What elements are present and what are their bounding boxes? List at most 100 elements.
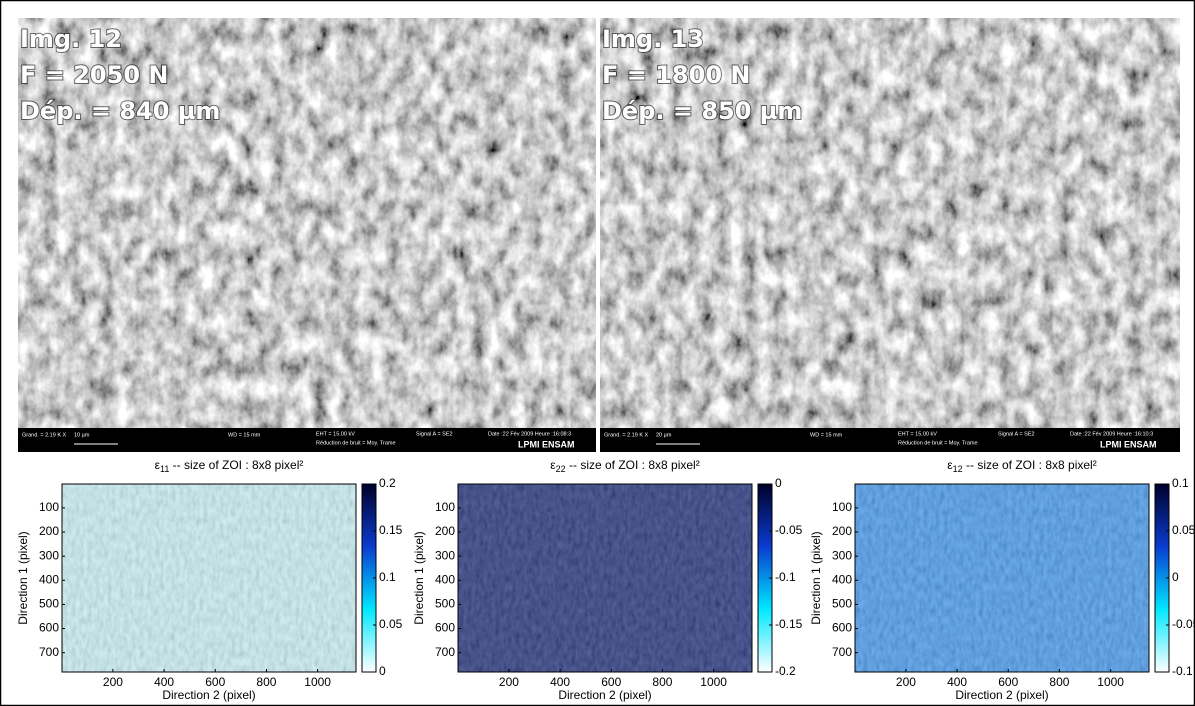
x-tick-label: 200 xyxy=(499,675,519,689)
x-tick-label: 200 xyxy=(103,675,123,689)
x-tick-label: 800 xyxy=(652,675,672,689)
title-subscript: 22 xyxy=(556,464,566,474)
y-tick-label: 100 xyxy=(435,500,455,514)
axes-box xyxy=(457,483,753,673)
y-tick-label: 200 xyxy=(39,524,59,538)
x-tick-label: 200 xyxy=(896,675,916,689)
image-label: Img. 13 xyxy=(602,25,704,53)
footer-signal: Signal A = SE2 xyxy=(416,431,453,437)
y-axis-label: Direction 1 (pixel) xyxy=(412,531,426,624)
x-axis-label: Direction 2 (pixel) xyxy=(558,688,651,702)
colorbar-tick-label: 0 xyxy=(1172,570,1179,584)
axes-box xyxy=(854,483,1150,673)
x-tick-label: 400 xyxy=(550,675,570,689)
footer-noise: Réduction de bruit = Moy. Trame xyxy=(898,440,978,446)
footer-lab: LPMI ENSAM xyxy=(1100,439,1157,449)
y-axis-label: Direction 1 (pixel) xyxy=(809,531,823,624)
map-title: ε22 -- size of ZOI : 8x8 pixel² xyxy=(550,458,699,474)
y-tick-label: 200 xyxy=(435,524,455,538)
x-tick-label: 600 xyxy=(205,675,225,689)
x-tick-label: 1000 xyxy=(1097,675,1124,689)
footer-mag: Grand. = 2.19 K X xyxy=(604,432,649,438)
y-tick-label: 300 xyxy=(435,548,455,562)
x-tick-label: 1000 xyxy=(304,675,331,689)
y-tick-label: 300 xyxy=(832,548,852,562)
y-tick-label: 200 xyxy=(832,524,852,538)
colorbar-tick-label: 0.1 xyxy=(379,570,396,584)
x-tick-label: 600 xyxy=(998,675,1018,689)
colorbar-tick-label: 0.05 xyxy=(1172,523,1195,537)
footer-scale: 20 µm xyxy=(656,432,672,438)
image-force: F = 2050 N xyxy=(20,61,168,89)
x-axis-label: Direction 2 (pixel) xyxy=(162,688,255,702)
x-tick-label: 800 xyxy=(256,675,276,689)
title-symbol: ε xyxy=(947,458,953,472)
heatmap-texture xyxy=(855,484,1149,672)
map-title: ε11 -- size of ZOI : 8x8 pixel² xyxy=(155,458,304,474)
x-axis-label: Direction 2 (pixel) xyxy=(955,688,1048,702)
colorbar-tick-label: 0 xyxy=(379,664,386,678)
image-displacement: Dép. = 840 µm xyxy=(20,97,220,125)
footer-signal: Signal A = SE2 xyxy=(998,431,1035,437)
y-tick-label: 600 xyxy=(832,621,852,635)
colorbar-tick-label: -0.05 xyxy=(1172,617,1195,631)
colorbar-tick-label: 0.2 xyxy=(379,476,396,490)
heatmap-texture xyxy=(62,484,356,672)
footer-eht: EHT = 15.00 kV xyxy=(898,431,937,437)
colorbar-tick-label: -0.05 xyxy=(775,523,803,537)
colorbar-tick-label: 0 xyxy=(775,476,782,490)
title-text: -- size of ZOI : 8x8 pixel² xyxy=(566,458,700,472)
y-tick-label: 300 xyxy=(39,548,59,562)
y-tick-label: 400 xyxy=(39,572,59,586)
y-tick-label: 700 xyxy=(39,645,59,659)
y-tick-label: 100 xyxy=(832,500,852,514)
footer-date: Date :22 Fév 2009 Heure :16:10:3 xyxy=(1070,431,1153,437)
title-subscript: 12 xyxy=(953,464,963,474)
x-tick-label: 400 xyxy=(154,675,174,689)
colorbar-tick-label: -0.1 xyxy=(775,570,796,584)
y-axis-label: Direction 1 (pixel) xyxy=(16,531,30,624)
y-tick-label: 500 xyxy=(832,597,852,611)
y-tick-label: 100 xyxy=(39,500,59,514)
footer-date: Date :22 Fév 2009 Heure :16:08:3 xyxy=(488,431,571,437)
y-tick-label: 600 xyxy=(435,621,455,635)
sem-footer xyxy=(18,428,596,452)
colorbar-tick-label: 0.05 xyxy=(379,617,403,631)
sem-texture xyxy=(18,18,596,428)
y-tick-label: 400 xyxy=(435,572,455,586)
x-tick-label: 800 xyxy=(1049,675,1069,689)
x-tick-label: 600 xyxy=(601,675,621,689)
image-force: F = 1800 N xyxy=(602,61,750,89)
sem-texture xyxy=(600,18,1180,428)
heatmap-texture xyxy=(458,484,752,672)
x-tick-label: 400 xyxy=(947,675,967,689)
colorbar-tick-label: -0.1 xyxy=(1172,664,1193,678)
colorbar-tick-label: 0.1 xyxy=(1172,476,1189,490)
image-displacement: Dép. = 850 µm xyxy=(602,97,802,125)
title-symbol: ε xyxy=(550,458,556,472)
y-tick-label: 700 xyxy=(832,645,852,659)
colorbar-tick-label: -0.15 xyxy=(775,617,803,631)
y-tick-label: 500 xyxy=(39,597,59,611)
sem-footer xyxy=(600,428,1180,452)
axes-box xyxy=(61,483,357,673)
image-label: Img. 12 xyxy=(20,25,122,53)
title-subscript: 11 xyxy=(160,464,169,474)
colorbar-tick-label: 0.15 xyxy=(379,523,403,537)
map-title: ε12 -- size of ZOI : 8x8 pixel² xyxy=(947,458,1096,474)
y-tick-label: 400 xyxy=(832,572,852,586)
footer-mag: Grand. = 2.19 K X xyxy=(22,432,67,438)
footer-wd: WD = 15 mm xyxy=(228,432,261,438)
y-tick-label: 500 xyxy=(435,597,455,611)
footer-noise: Réduction de bruit = Moy. Trame xyxy=(316,440,396,446)
footer-eht: EHT = 15.00 kV xyxy=(316,431,355,437)
title-text: -- size of ZOI : 8x8 pixel² xyxy=(169,458,303,472)
y-tick-label: 700 xyxy=(435,645,455,659)
x-tick-label: 1000 xyxy=(700,675,727,689)
y-tick-label: 600 xyxy=(39,621,59,635)
footer-wd: WD = 15 mm xyxy=(810,432,843,438)
title-text: -- size of ZOI : 8x8 pixel² xyxy=(963,458,1097,472)
title-symbol: ε xyxy=(155,458,161,472)
footer-scale: 10 µm xyxy=(74,432,90,438)
